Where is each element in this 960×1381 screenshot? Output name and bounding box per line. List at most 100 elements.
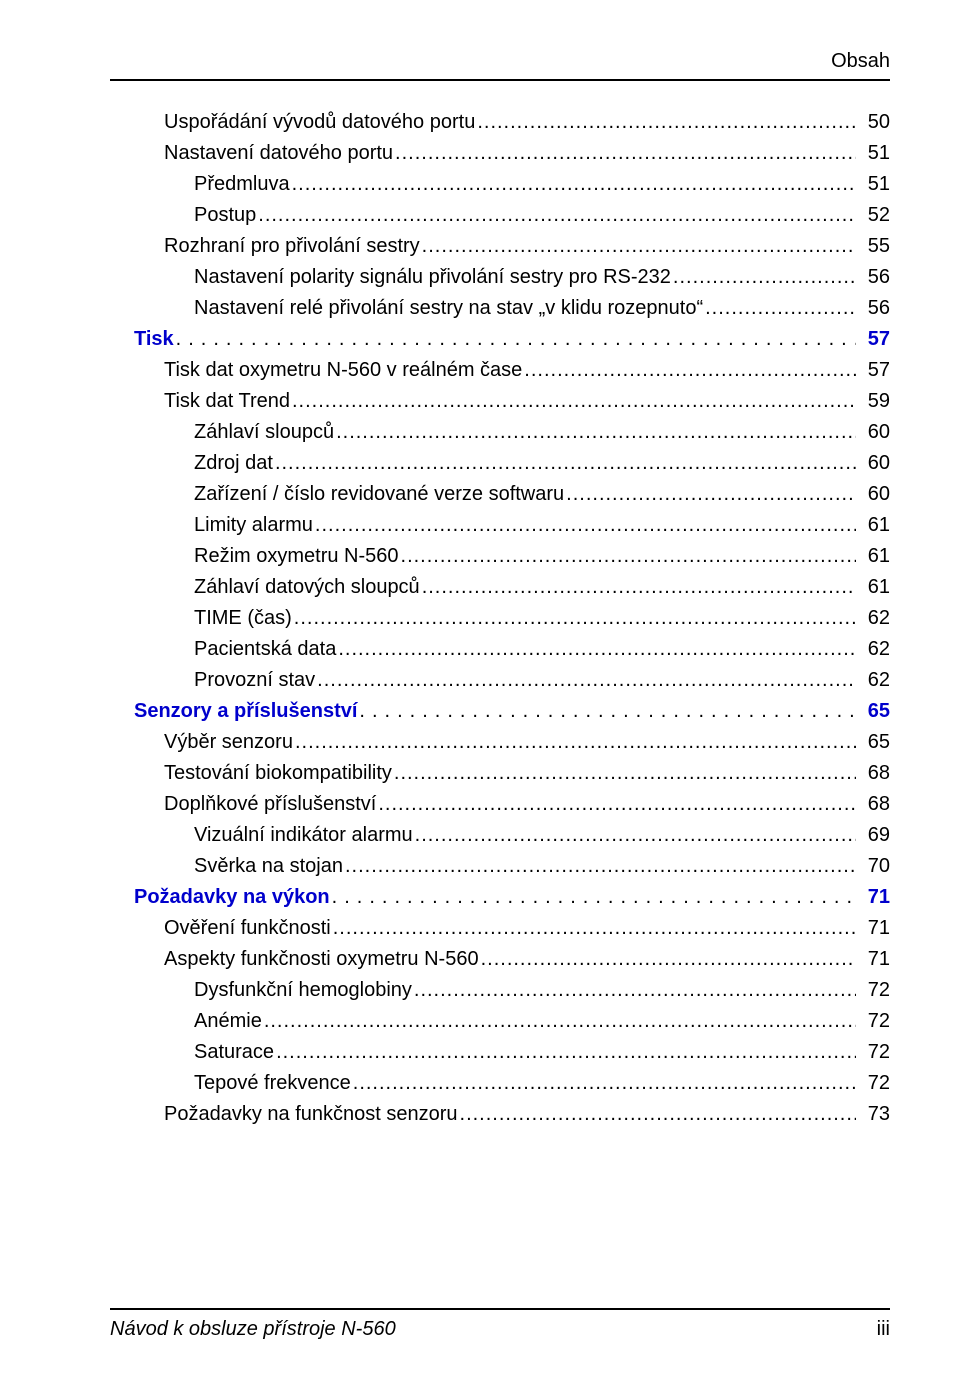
toc-leader-dots: ........................................… [176, 324, 856, 355]
toc-entry: Požadavky na funkčnost senzoru..........… [110, 1099, 890, 1130]
toc-entry: Záhlaví sloupců.........................… [110, 417, 890, 448]
toc-entry-page: 68 [858, 758, 890, 789]
toc-entry-page: 61 [858, 572, 890, 603]
toc-entry: Pacientská data.........................… [110, 634, 890, 665]
toc-entry-page: 60 [858, 417, 890, 448]
toc-entry-label: Senzory a příslušenství [134, 696, 357, 727]
toc-leader-dots: ........................................… [378, 789, 856, 820]
header-label: Obsah [110, 50, 890, 73]
toc-leader-dots: ........................................… [353, 1068, 856, 1099]
toc-entry-page: 65 [858, 727, 890, 758]
toc-leader-dots: ........................................… [336, 417, 856, 448]
toc-entry-page: 51 [858, 169, 890, 200]
toc-entry: Postup..................................… [110, 200, 890, 231]
toc-entry-page: 55 [858, 231, 890, 262]
toc-leader-dots: ........................................… [422, 572, 856, 603]
footer-row: Návod k obsluze přístroje N-560 iii [110, 1318, 890, 1341]
toc-entry-label: Požadavky na výkon [134, 882, 330, 913]
toc-entry-page: 70 [858, 851, 890, 882]
toc-leader-dots: ........................................… [359, 696, 856, 727]
toc-leader-dots: ........................................… [338, 634, 856, 665]
toc-entry-page: 62 [858, 665, 890, 696]
toc-leader-dots: ........................................… [264, 1006, 856, 1037]
toc-leader-dots: ........................................… [673, 262, 856, 293]
toc-entry-label: Zařízení / číslo revidované verze softwa… [194, 479, 564, 510]
toc-entry-label: Saturace [194, 1037, 274, 1068]
toc-leader-dots: ........................................… [460, 1099, 856, 1130]
toc-entry-label: Nastavení datového portu [164, 138, 393, 169]
toc-entry-page: 57 [858, 324, 890, 355]
toc-entry-label: Anémie [194, 1006, 262, 1037]
toc-entry-page: 61 [858, 510, 890, 541]
toc-entry-label: Záhlaví datových sloupců [194, 572, 420, 603]
toc-leader-dots: ........................................… [294, 603, 856, 634]
toc-leader-dots: ........................................… [292, 169, 856, 200]
footer: Návod k obsluze přístroje N-560 iii [110, 1308, 890, 1341]
toc-leader-dots: ........................................… [705, 293, 856, 324]
toc-entry: Limity alarmu...........................… [110, 510, 890, 541]
toc-entry-page: 61 [858, 541, 890, 572]
toc-entry: TIME (čas)..............................… [110, 603, 890, 634]
toc-entry-label: Tisk dat oxymetru N-560 v reálném čase [164, 355, 522, 386]
toc-entry-label: Svěrka na stojan [194, 851, 343, 882]
toc-entry: Nastavení polarity signálu přivolání ses… [110, 262, 890, 293]
toc-entry-page: 50 [858, 107, 890, 138]
toc-entry-label: Limity alarmu [194, 510, 313, 541]
toc-entry: Požadavky na výkon .....................… [110, 882, 890, 913]
footer-page-number: iii [877, 1318, 890, 1341]
toc-entry-page: 69 [858, 820, 890, 851]
toc-entry-label: Testování biokompatibility [164, 758, 392, 789]
toc-entry-label: Dysfunkční hemoglobiny [194, 975, 412, 1006]
toc-entry: Zdroj dat...............................… [110, 448, 890, 479]
toc-leader-dots: ........................................… [315, 510, 856, 541]
toc-entry: Předmluva...............................… [110, 169, 890, 200]
toc-leader-dots: ........................................… [566, 479, 856, 510]
toc-leader-dots: ........................................… [332, 882, 856, 913]
toc-entry: Výběr senzoru...........................… [110, 727, 890, 758]
header-rule [110, 79, 890, 81]
toc-entry-label: Tisk [134, 324, 174, 355]
toc-entry-label: Požadavky na funkčnost senzoru [164, 1099, 458, 1130]
toc-entry-page: 72 [858, 1068, 890, 1099]
toc-leader-dots: ........................................… [481, 944, 856, 975]
toc-entry: Rozhraní pro přivolání sestry...........… [110, 231, 890, 262]
toc-entry: Režim oxymetru N-560....................… [110, 541, 890, 572]
toc-entry-label: Vizuální indikátor alarmu [194, 820, 413, 851]
toc-entry-label: TIME (čas) [194, 603, 292, 634]
toc-entry-label: Postup [194, 200, 256, 231]
toc-entry-page: 60 [858, 479, 890, 510]
toc-entry-label: Tisk dat Trend [164, 386, 290, 417]
toc-entry: Provozní stav...........................… [110, 665, 890, 696]
toc-entry-label: Tepové frekvence [194, 1068, 351, 1099]
toc-entry-page: 72 [858, 975, 890, 1006]
toc-entry-label: Výběr senzoru [164, 727, 293, 758]
toc-entry-page: 71 [858, 944, 890, 975]
toc-entry-page: 60 [858, 448, 890, 479]
toc-entry: Tisk ...................................… [110, 324, 890, 355]
toc-entry: Senzory a příslušenství ................… [110, 696, 890, 727]
toc-entry-page: 51 [858, 138, 890, 169]
toc-entry-label: Uspořádání vývodů datového portu [164, 107, 475, 138]
toc-entry-page: 56 [858, 262, 890, 293]
toc-leader-dots: ........................................… [401, 541, 856, 572]
footer-rule [110, 1308, 890, 1310]
toc-entry: Saturace................................… [110, 1037, 890, 1068]
toc-entry-page: 59 [858, 386, 890, 417]
toc-entry-page: 73 [858, 1099, 890, 1130]
toc-entry: Nastavení datového portu................… [110, 138, 890, 169]
toc-entry-label: Pacientská data [194, 634, 336, 665]
toc-leader-dots: ........................................… [477, 107, 856, 138]
toc-entry: Tisk dat Trend..........................… [110, 386, 890, 417]
footer-left: Návod k obsluze přístroje N-560 [110, 1318, 396, 1341]
toc-entry-page: 71 [858, 913, 890, 944]
toc-entry: Ověření funkčnosti......................… [110, 913, 890, 944]
toc-entry-label: Ověření funkčnosti [164, 913, 331, 944]
toc-entry-label: Nastavení relé přivolání sestry na stav … [194, 293, 703, 324]
toc-entry-label: Rozhraní pro přivolání sestry [164, 231, 420, 262]
toc-entry: Testování biokompatibility..............… [110, 758, 890, 789]
toc-entry: Tepové frekvence........................… [110, 1068, 890, 1099]
toc-leader-dots: ........................................… [395, 138, 856, 169]
toc-entry: Zařízení / číslo revidované verze softwa… [110, 479, 890, 510]
toc-entry-label: Režim oxymetru N-560 [194, 541, 399, 572]
toc-entry-page: 72 [858, 1006, 890, 1037]
